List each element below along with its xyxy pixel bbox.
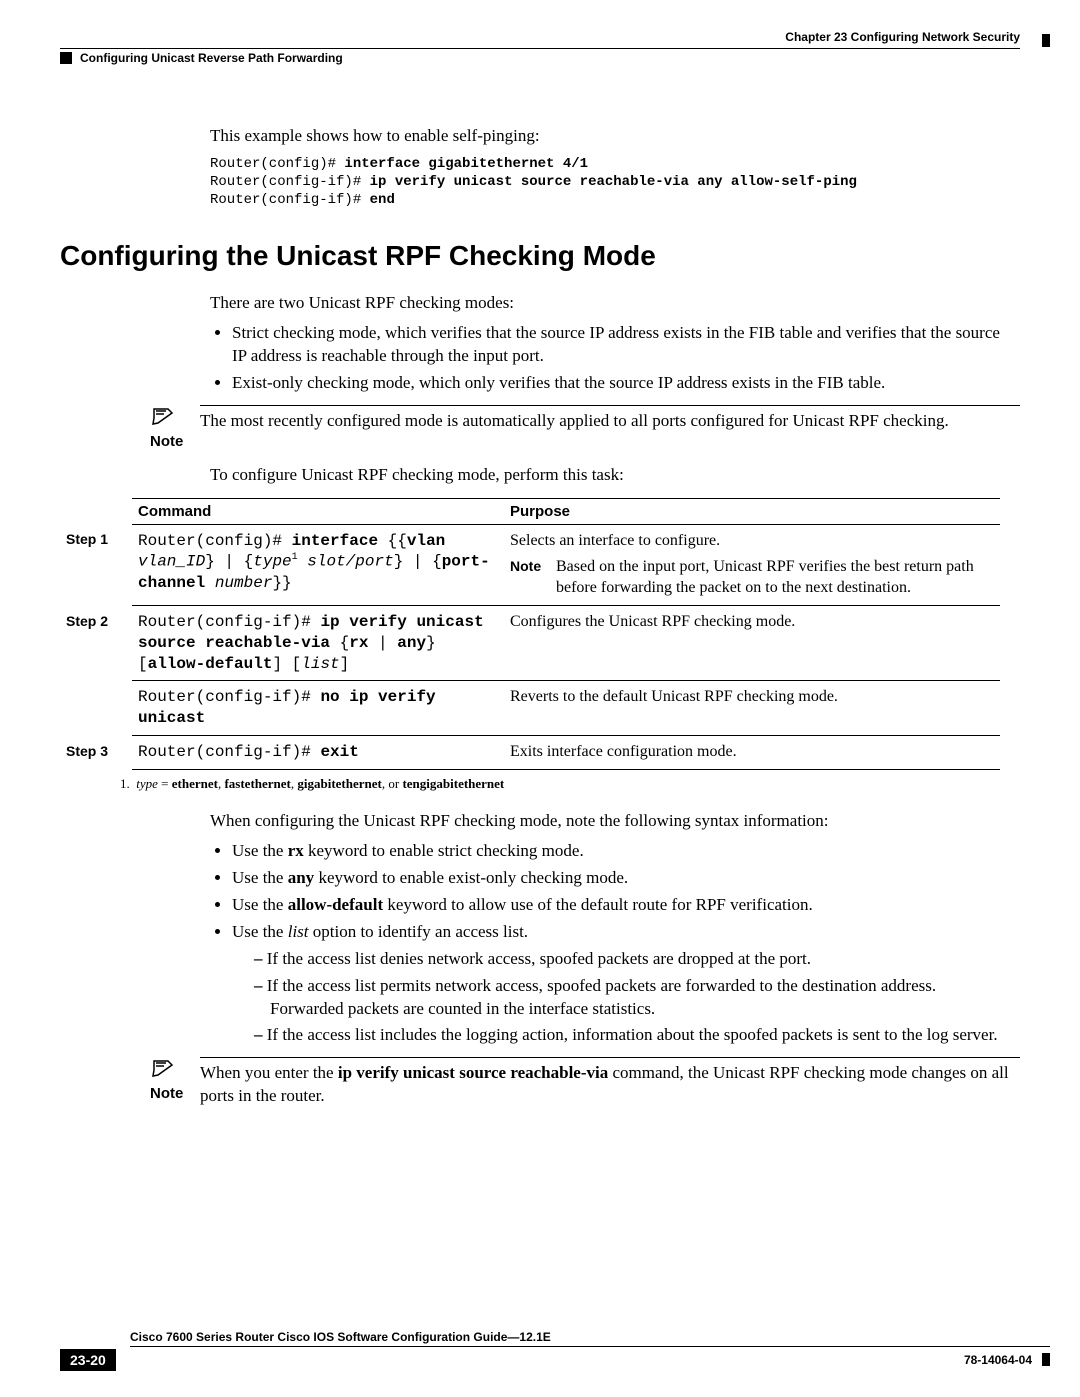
th-command: Command xyxy=(132,498,504,524)
kw-allow-default: allow-default xyxy=(288,895,383,914)
purpose-note: Note Based on the input port, Unicast RP… xyxy=(510,557,994,599)
footnote-type: type xyxy=(136,776,158,791)
sub-item: If the access list denies network access… xyxy=(254,948,1010,971)
t: keyword to enable exist-only checking mo… xyxy=(314,868,628,887)
note-text: When you enter the ip verify unicast sou… xyxy=(200,1057,1020,1108)
intro-para: This example shows how to enable self-pi… xyxy=(210,125,1010,147)
header-square-icon xyxy=(60,52,72,64)
page-footer: Cisco 7600 Series Router Cisco IOS Softw… xyxy=(60,1330,1050,1371)
table-footnote: 1. type = ethernet, fastethernet, gigabi… xyxy=(120,776,1020,792)
purpose-note-text: Based on the input port, Unicast RPF ver… xyxy=(556,557,994,599)
body-p2: To configure Unicast RPF checking mode, … xyxy=(210,464,1010,486)
doc-number: 78-14064-04 xyxy=(964,1353,1032,1367)
cmd-cell: Router(config-if)# ip verify unicast sou… xyxy=(132,606,504,681)
note-block-2: Note When you enter the ip verify unicas… xyxy=(150,1057,1020,1108)
sub-item: If the access list includes the logging … xyxy=(254,1024,1010,1047)
page-number: 23-20 xyxy=(60,1349,116,1371)
kw-rx: rx xyxy=(288,841,304,860)
purpose-cell: Configures the Unicast RPF checking mode… xyxy=(504,606,1000,681)
note-cmd: ip verify unicast source reachable-via xyxy=(338,1063,608,1082)
footer-row: 23-20 78-14064-04 xyxy=(60,1349,1050,1371)
pen-icon xyxy=(150,1057,178,1079)
footnote-fe: fastethernet xyxy=(224,776,290,791)
t: When you enter the xyxy=(200,1063,338,1082)
note-icon-col: Note xyxy=(150,405,200,450)
sub-item: If the access list permits network acces… xyxy=(254,975,1010,1021)
header-chapter: Chapter 23 Configuring Network Security xyxy=(60,30,1020,44)
table-row: Step 3 Router(config-if)# exit Exits int… xyxy=(60,736,1000,770)
step-label: Step 3 xyxy=(60,736,132,770)
header-section: Configuring Unicast Reverse Path Forward… xyxy=(60,48,1020,65)
purpose-note-label: Note xyxy=(510,557,556,599)
footer-right: 78-14064-04 xyxy=(964,1351,1050,1369)
code-cmd: interface gigabitethernet 4/1 xyxy=(344,156,588,172)
list-item: Use the rx keyword to enable strict chec… xyxy=(232,840,1010,863)
table-header-row: Command Purpose xyxy=(60,498,1000,524)
table-row: Step 1 Router(config)# interface {{vlan … xyxy=(60,524,1000,605)
code-cmd: end xyxy=(370,192,395,208)
cmd-cell: Router(config)# interface {{vlan vlan_ID… xyxy=(132,524,504,605)
t: Use the xyxy=(232,895,288,914)
code-prompt: Router(config-if)# xyxy=(210,192,370,208)
code-example: Router(config)# interface gigabitetherne… xyxy=(210,155,1010,210)
code-prompt: Router(config)# xyxy=(210,156,344,172)
t: option to identify an access list. xyxy=(309,922,529,941)
cmd-cell: Router(config-if)# no ip verify unicast xyxy=(132,681,504,736)
intro-block: This example shows how to enable self-pi… xyxy=(210,125,1010,210)
t: keyword to enable strict checking mode. xyxy=(304,841,584,860)
footnote-eq: = xyxy=(158,776,172,791)
t: keyword to allow use of the default rout… xyxy=(383,895,813,914)
steps-table: Command Purpose Step 1 Router(config)# i… xyxy=(60,498,1000,770)
step-label: Step 2 xyxy=(60,606,132,736)
footnote-num: 1. xyxy=(120,776,130,791)
section-heading: Configuring the Unicast RPF Checking Mod… xyxy=(60,240,1020,272)
footer-title: Cisco 7600 Series Router Cisco IOS Softw… xyxy=(130,1330,1050,1347)
cmd-cell: Router(config-if)# exit xyxy=(132,736,504,770)
table-row: Step 2 Router(config-if)# ip verify unic… xyxy=(60,606,1000,681)
table-row: Router(config-if)# no ip verify unicast … xyxy=(60,681,1000,736)
header-section-text: Configuring Unicast Reverse Path Forward… xyxy=(80,51,343,65)
header-bar-icon xyxy=(1042,34,1050,47)
th-purpose: Purpose xyxy=(504,498,1000,524)
footnote-c3: , or xyxy=(382,776,403,791)
t: Use the xyxy=(232,922,288,941)
body-block-2: To configure Unicast RPF checking mode, … xyxy=(210,464,1010,486)
note-label: Note xyxy=(150,433,200,450)
list-item: Use the any keyword to enable exist-only… xyxy=(232,867,1010,890)
after-p1: When configuring the Unicast RPF checkin… xyxy=(210,810,1010,832)
kw-list: list xyxy=(288,922,309,941)
list-item: Exist-only checking mode, which only ver… xyxy=(232,372,1010,395)
note-block-1: Note The most recently configured mode i… xyxy=(150,405,1020,450)
mode-list: Strict checking mode, which verifies tha… xyxy=(232,322,1010,395)
list-item: Use the allow-default keyword to allow u… xyxy=(232,894,1010,917)
code-cmd: ip verify unicast source reachable-via a… xyxy=(370,174,857,190)
kw-any: any xyxy=(288,868,314,887)
step-label: Step 1 xyxy=(60,524,132,605)
note-text: The most recently configured mode is aut… xyxy=(200,405,1020,433)
syntax-list: Use the rx keyword to enable strict chec… xyxy=(232,840,1010,1048)
page: Chapter 23 Configuring Network Security … xyxy=(0,0,1080,1397)
code-prompt: Router(config-if)# xyxy=(210,174,370,190)
purpose-cell: Reverts to the default Unicast RPF check… xyxy=(504,681,1000,736)
footnote-eth: ethernet xyxy=(172,776,218,791)
th-blank xyxy=(60,498,132,524)
footnote-ge: gigabitethernet xyxy=(297,776,381,791)
body-block: There are two Unicast RPF checking modes… xyxy=(210,292,1010,395)
note-icon-col: Note xyxy=(150,1057,200,1102)
after-block: When configuring the Unicast RPF checkin… xyxy=(210,810,1010,1048)
footer-bar-icon xyxy=(1042,1353,1050,1366)
purpose-cell: Exits interface configuration mode. xyxy=(504,736,1000,770)
footnote-te: tengigabitethernet xyxy=(402,776,504,791)
body-p1: There are two Unicast RPF checking modes… xyxy=(210,292,1010,314)
list-item: Strict checking mode, which verifies tha… xyxy=(232,322,1010,368)
pen-icon xyxy=(150,405,178,427)
purpose-text: Selects an interface to configure. xyxy=(510,532,720,549)
list-item: Use the list option to identify an acces… xyxy=(232,921,1010,1048)
t: Use the xyxy=(232,841,288,860)
note-label: Note xyxy=(150,1085,200,1102)
purpose-cell: Selects an interface to configure. Note … xyxy=(504,524,1000,605)
t: Use the xyxy=(232,868,288,887)
sub-list: If the access list denies network access… xyxy=(254,948,1010,1048)
